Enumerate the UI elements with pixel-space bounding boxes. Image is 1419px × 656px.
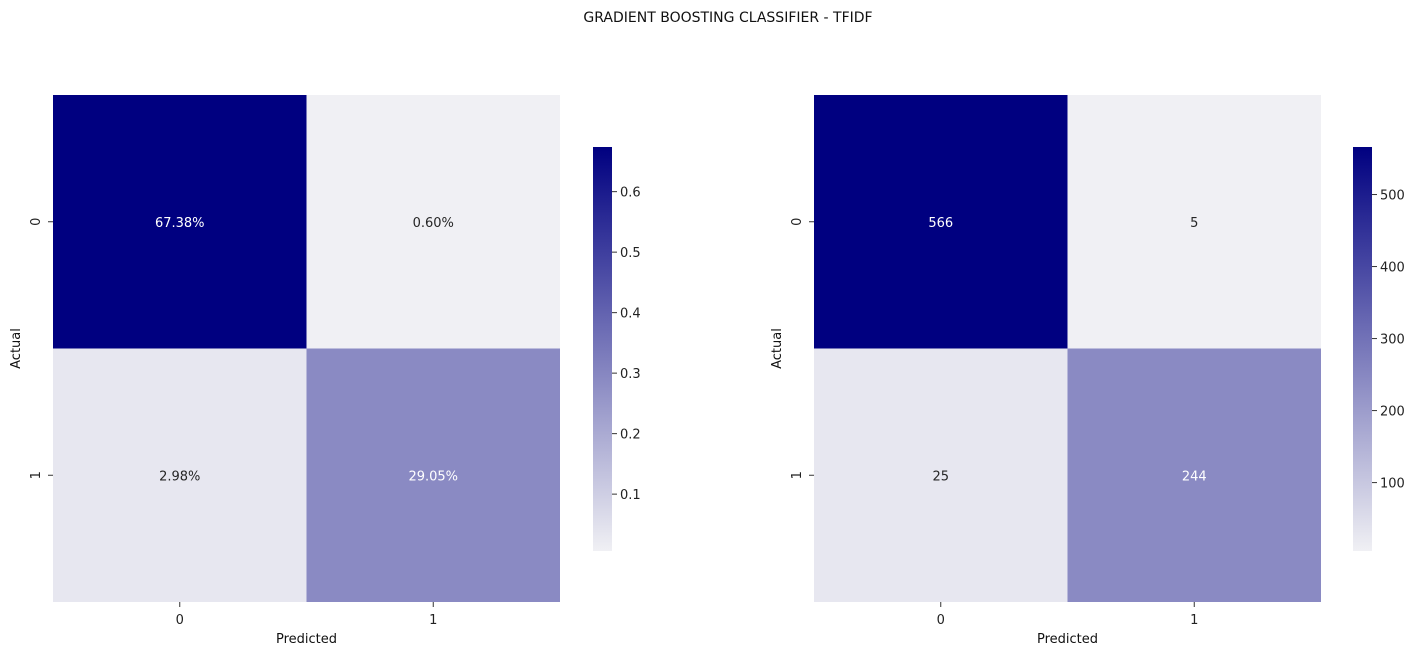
cell-annotation: 67.38%	[155, 216, 205, 231]
y-tick-label: 0	[29, 218, 44, 226]
heatmap-cell-r0-c0	[53, 95, 307, 349]
x-tick-label: 1	[429, 613, 437, 628]
x-axis-label: Predicted	[276, 632, 337, 647]
x-tick-label: 0	[937, 613, 945, 628]
y-tick-label: 1	[790, 471, 805, 479]
x-tick-label: 1	[1190, 613, 1198, 628]
x-axis-label: Predicted	[1037, 632, 1098, 647]
y-tick-label: 0	[790, 218, 805, 226]
heatmap-cell-r1-c0	[814, 348, 1068, 602]
y-tick-label: 1	[29, 471, 44, 479]
heatmap-cell-r0-c1	[1067, 95, 1321, 349]
heatmap-cell-r1-c1	[306, 348, 560, 602]
colorbar-tick-label: 400	[1380, 261, 1405, 276]
colorbar-tick-label: 200	[1380, 405, 1405, 420]
colorbar-tick-label: 0.4	[620, 307, 641, 322]
y-axis-label: Actual	[9, 328, 24, 369]
colorbar	[593, 147, 612, 551]
heatmap-cell-r1-c0	[53, 348, 307, 602]
cell-annotation: 29.05%	[408, 469, 458, 484]
cell-annotation: 2.98%	[159, 469, 200, 484]
heatmap-cell-r1-c1	[1067, 348, 1321, 602]
heatmap-panel-1: 67.38% 0.60% 2.98% 29.05% 0 1 0 1 Predicted Actua…	[9, 95, 641, 647]
cell-annotation: 244	[1182, 469, 1207, 484]
colorbar-tick-label: 0.5	[620, 246, 641, 261]
colorbar-tick-label: 500	[1380, 189, 1405, 204]
heatmap-cell-r0-c1	[306, 95, 560, 349]
colorbar-tick-label: 0.1	[620, 488, 641, 503]
colorbar-tick-label: 0.6	[620, 186, 641, 201]
colorbar-tick-label: 0.2	[620, 428, 641, 443]
figure-title: GRADIENT BOOSTING CLASSIFIER - TFIDF	[583, 10, 872, 26]
cell-annotation: 5	[1190, 216, 1198, 231]
x-tick-label: 0	[176, 613, 184, 628]
colorbar-tick-label: 300	[1380, 333, 1405, 348]
heatmap-cell-r0-c0	[814, 95, 1068, 349]
y-axis-label: Actual	[770, 328, 785, 369]
cell-annotation: 566	[928, 216, 953, 231]
cell-annotation: 25	[932, 469, 949, 484]
cell-annotation: 0.60%	[413, 216, 454, 231]
colorbar-tick-label: 100	[1380, 477, 1405, 492]
charts: 67.38% 0.60% 2.98% 29.05% 0 1 0 1 Predicted Actua…	[9, 95, 1405, 647]
colorbar-tick-label: 0.3	[620, 367, 641, 382]
colorbar	[1353, 147, 1372, 551]
heatmap-panel-2: 566 5 25 244 0 1 0 1 Predicted Actual 100 200 300 400…	[770, 95, 1405, 647]
